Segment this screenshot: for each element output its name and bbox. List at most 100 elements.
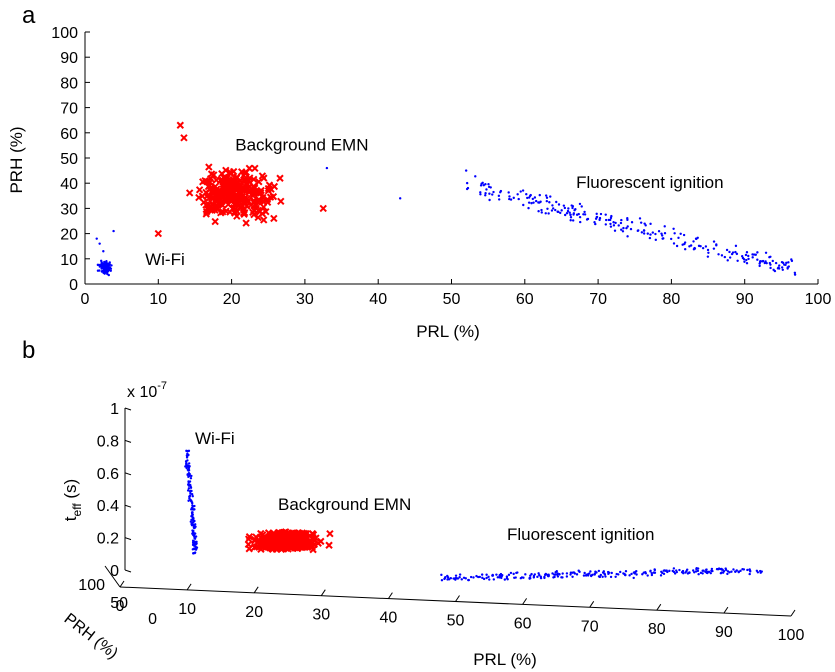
chart-b-series-label: Wi-Fi bbox=[195, 429, 235, 448]
series-0-point bbox=[193, 547, 197, 550]
series-1-point bbox=[230, 203, 238, 212]
series-2-point bbox=[744, 253, 748, 257]
series-2-point bbox=[764, 260, 767, 263]
series-0-point bbox=[193, 508, 196, 511]
series-2-point bbox=[553, 573, 556, 576]
series-2-point bbox=[695, 567, 698, 571]
series-2-point bbox=[528, 577, 531, 580]
series-1-point bbox=[211, 217, 219, 226]
series-2-point bbox=[554, 208, 557, 212]
series-2-point bbox=[711, 569, 714, 573]
series-2-point bbox=[488, 192, 491, 195]
z-tick bbox=[124, 472, 132, 476]
series-1-point bbox=[218, 169, 226, 178]
series-2-point bbox=[543, 573, 547, 577]
chart-a-y-axis-label: PRH (%) bbox=[7, 126, 26, 193]
series-2-point bbox=[717, 568, 720, 571]
series-2-point bbox=[610, 571, 613, 575]
series-2-point bbox=[771, 259, 774, 263]
series-1-point bbox=[218, 201, 227, 209]
x-tick bbox=[656, 603, 662, 611]
series-0-point bbox=[191, 494, 194, 498]
series-1-point bbox=[281, 530, 290, 538]
series-1-point bbox=[225, 195, 233, 203]
series-2-point bbox=[677, 236, 680, 240]
series-1-point bbox=[259, 193, 267, 202]
series-2-point bbox=[514, 576, 517, 579]
series-2-point bbox=[697, 244, 701, 248]
series-2-point bbox=[688, 245, 691, 248]
series-2-point bbox=[481, 576, 484, 580]
series-2-point bbox=[761, 259, 765, 263]
series-2-point bbox=[507, 573, 511, 577]
series-2-point bbox=[648, 236, 652, 240]
series-2-point bbox=[607, 572, 610, 576]
series-0-point bbox=[189, 520, 193, 523]
z-tick bbox=[124, 569, 132, 573]
series-0-point bbox=[112, 229, 115, 233]
series-2-point bbox=[497, 198, 501, 201]
series-2-point bbox=[597, 575, 601, 578]
series-2-point bbox=[539, 200, 542, 203]
series-2-point bbox=[545, 199, 549, 203]
series-2-point bbox=[552, 207, 555, 210]
series-2-point bbox=[546, 573, 549, 577]
series-2-point bbox=[565, 572, 569, 575]
series-2-point bbox=[642, 571, 645, 574]
series-2-point bbox=[527, 201, 531, 204]
series-2-point bbox=[575, 573, 579, 576]
series-2-point bbox=[561, 576, 564, 579]
series-2-point bbox=[780, 266, 784, 269]
series-2-point bbox=[559, 211, 562, 215]
series-2-point bbox=[570, 204, 573, 207]
series-2-point bbox=[551, 204, 554, 207]
z-tick-label: 0.8 bbox=[97, 433, 119, 450]
series-2-point bbox=[630, 572, 633, 576]
series-2-point bbox=[661, 237, 664, 240]
series-2-point bbox=[480, 573, 484, 576]
series-2-point bbox=[617, 224, 620, 227]
series-2-point bbox=[621, 230, 625, 233]
series-2-point bbox=[594, 217, 598, 220]
series-1-point bbox=[236, 196, 245, 205]
series-0-point bbox=[189, 477, 193, 480]
chart-b-x-axis-label: PRL (%) bbox=[473, 650, 537, 669]
series-2-point bbox=[666, 570, 669, 574]
x-tick-label: 0 bbox=[81, 291, 90, 308]
series-0-point bbox=[193, 540, 196, 543]
series-2-point bbox=[458, 573, 462, 576]
series-2-point bbox=[586, 574, 590, 577]
series-1-point bbox=[270, 182, 279, 191]
series-2-point bbox=[520, 576, 524, 579]
series-1-point bbox=[154, 229, 163, 238]
x-tick-label: 40 bbox=[369, 291, 387, 308]
x-tick-label: 70 bbox=[581, 618, 599, 635]
series-2-point bbox=[668, 569, 671, 573]
series-2-point bbox=[466, 186, 470, 190]
series-2-point bbox=[728, 571, 731, 574]
series-2-point bbox=[672, 567, 676, 570]
series-2-point bbox=[567, 207, 570, 210]
series-2-point bbox=[609, 575, 613, 579]
series-1-point bbox=[278, 542, 287, 551]
series-2-point bbox=[649, 222, 652, 226]
series-2-point bbox=[740, 255, 744, 258]
series-2-point bbox=[547, 212, 550, 215]
series-2-point bbox=[545, 196, 549, 199]
series-2-point bbox=[464, 169, 468, 172]
y-tick-label: 40 bbox=[60, 176, 78, 193]
series-2-point bbox=[628, 574, 631, 577]
series-2-point bbox=[565, 212, 569, 215]
series-2-point bbox=[720, 254, 724, 257]
z-tick bbox=[124, 439, 132, 443]
series-2-point bbox=[682, 233, 686, 237]
series-2-point bbox=[672, 227, 675, 230]
series-2-point bbox=[582, 574, 586, 577]
series-2-point bbox=[745, 262, 749, 265]
series-2-point bbox=[495, 573, 498, 576]
y-tick-label: 20 bbox=[60, 227, 78, 244]
series-2-point bbox=[730, 570, 733, 573]
series-0-point bbox=[110, 264, 113, 267]
series-1-point bbox=[326, 530, 334, 538]
series-2-point bbox=[710, 567, 714, 571]
